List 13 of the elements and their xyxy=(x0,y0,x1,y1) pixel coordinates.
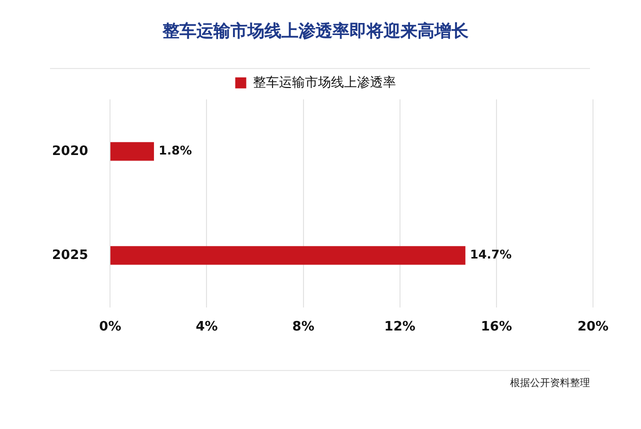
text: 1.8% xyxy=(158,144,192,158)
x-tick-label: 8% xyxy=(292,320,314,335)
chart-title: 整车运输市场线上渗透率即将迎来高增长 xyxy=(162,22,470,42)
x-tick-label: 0% xyxy=(99,320,122,335)
text: 14.7% xyxy=(470,248,512,262)
x-tick-label: 20% xyxy=(577,320,609,335)
y-tick-label: 2020 xyxy=(52,144,88,159)
y-tick-label: 2025 xyxy=(52,248,88,263)
x-tick-label: 12% xyxy=(384,320,416,335)
x-tick-label: 4% xyxy=(196,320,218,335)
x-tick-label: 16% xyxy=(480,320,512,335)
text: 根据公开资料整理 xyxy=(510,377,590,389)
legend-label: 整车运输市场线上渗透率 xyxy=(252,74,396,90)
